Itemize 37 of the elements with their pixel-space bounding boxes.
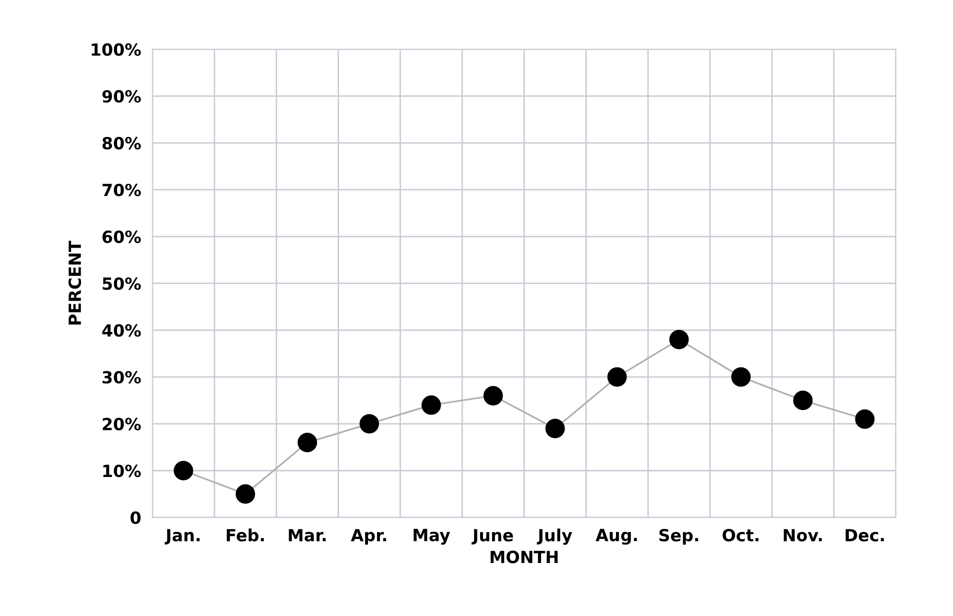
y-tick-label: 10%: [103, 464, 141, 478]
point: [855, 409, 875, 429]
x-tick-label: Dec.: [846, 529, 884, 542]
x-axis-title: MONTH: [490, 550, 558, 564]
point: [360, 414, 380, 434]
y-tick-label: 40%: [102, 324, 141, 337]
x-tick-label: Sep.: [659, 528, 698, 545]
x-tick-label: Jan.: [164, 529, 200, 545]
point: [483, 386, 503, 406]
point: [422, 395, 441, 415]
y-tick-label: 90%: [102, 90, 141, 103]
y-tick-label: 20%: [102, 418, 141, 430]
point: [669, 330, 689, 350]
x-tick-label: Nov.: [784, 529, 822, 542]
y-axis-title: PERCENT: [68, 240, 82, 325]
x-tick-label: Aug.: [596, 528, 637, 545]
x-tick-label: July: [536, 528, 572, 545]
y-tick-label: 70%: [102, 184, 141, 196]
x-tick-label: Apr.: [350, 529, 386, 545]
y-tick-label: 100%: [92, 43, 141, 56]
y-tick-label: 60%: [102, 230, 141, 244]
point: [793, 390, 813, 410]
x-tick-label: May: [414, 528, 450, 545]
y-tick-label: 50%: [102, 277, 141, 290]
point: [236, 484, 256, 504]
point: [545, 418, 565, 438]
x-tick-label: Mar.: [288, 529, 326, 542]
point: [298, 432, 318, 452]
point: [731, 367, 751, 387]
x-tick-label: Feb.: [226, 528, 264, 542]
y-tick-label: 80%: [102, 136, 141, 150]
point: [174, 460, 194, 480]
point: [607, 367, 627, 387]
x-tick-label: June: [472, 529, 513, 545]
y-tick-label: 0: [130, 511, 141, 524]
y-tick-label: 30%: [102, 370, 141, 384]
x-tick-label: Oct.: [722, 528, 758, 542]
